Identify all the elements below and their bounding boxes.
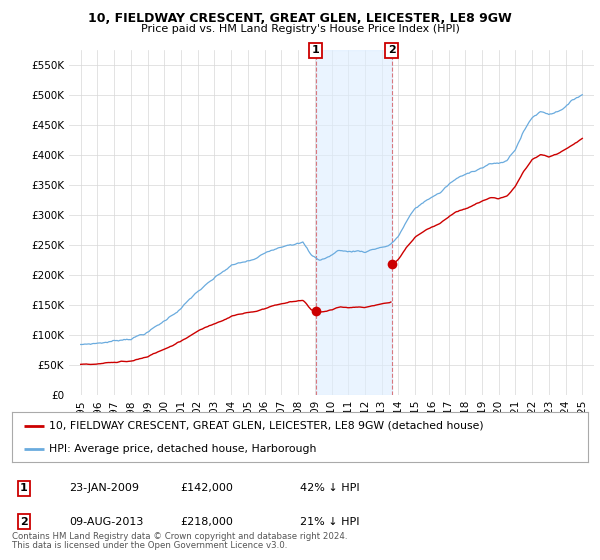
Text: 1: 1 [312, 45, 320, 55]
Text: This data is licensed under the Open Government Licence v3.0.: This data is licensed under the Open Gov… [12, 541, 287, 550]
Text: 10, FIELDWAY CRESCENT, GREAT GLEN, LEICESTER, LE8 9GW (detached house): 10, FIELDWAY CRESCENT, GREAT GLEN, LEICE… [49, 421, 484, 431]
Text: 10, FIELDWAY CRESCENT, GREAT GLEN, LEICESTER, LE8 9GW: 10, FIELDWAY CRESCENT, GREAT GLEN, LEICE… [88, 12, 512, 25]
Text: Price paid vs. HM Land Registry's House Price Index (HPI): Price paid vs. HM Land Registry's House … [140, 24, 460, 34]
Text: 09-AUG-2013: 09-AUG-2013 [69, 517, 143, 527]
Text: HPI: Average price, detached house, Harborough: HPI: Average price, detached house, Harb… [49, 445, 317, 454]
Text: Contains HM Land Registry data © Crown copyright and database right 2024.: Contains HM Land Registry data © Crown c… [12, 532, 347, 541]
Text: 21% ↓ HPI: 21% ↓ HPI [300, 517, 359, 527]
Text: 2: 2 [388, 45, 395, 55]
Text: £218,000: £218,000 [180, 517, 233, 527]
Text: 1: 1 [20, 483, 28, 493]
Text: 23-JAN-2009: 23-JAN-2009 [69, 483, 139, 493]
Text: £142,000: £142,000 [180, 483, 233, 493]
Text: 2: 2 [20, 517, 28, 527]
Text: 42% ↓ HPI: 42% ↓ HPI [300, 483, 359, 493]
Bar [316, 50, 392, 395]
